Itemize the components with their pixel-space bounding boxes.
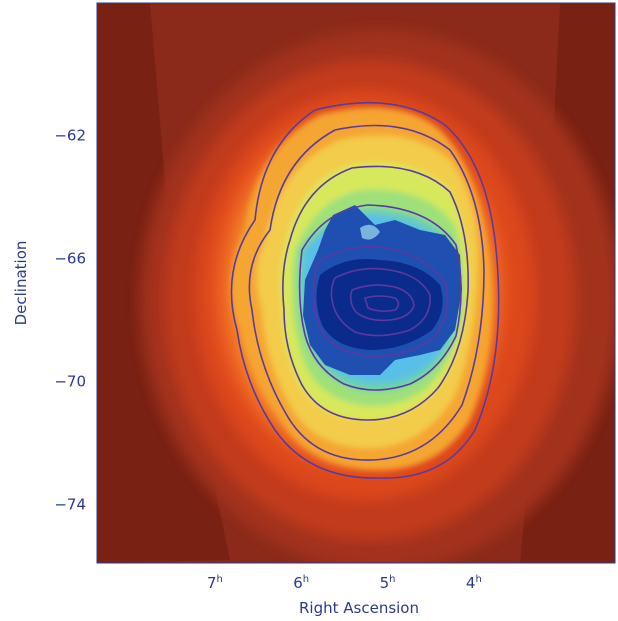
core-void: [360, 224, 380, 240]
x-tick-label: 4h: [466, 574, 482, 592]
x-tick-label: 6h: [293, 574, 309, 592]
y-axis-ticks: −62 −66 −70 −74: [54, 126, 86, 513]
plot-frame: [96, 2, 616, 564]
x-tick-label: 5h: [380, 574, 396, 592]
x-tick-label: 7h: [207, 574, 223, 592]
x-axis-ticks: 7h 6h 5h 4h: [207, 574, 482, 592]
y-tick-label: −74: [54, 496, 86, 514]
x-tick-superscript: h: [303, 574, 309, 585]
x-tick-superscript: h: [475, 574, 481, 585]
contour-lines: [230, 101, 500, 479]
y-tick-label: −70: [54, 372, 86, 390]
x-axis-label: Right Ascension: [299, 599, 419, 617]
heatmap-image: [97, 3, 615, 563]
y-tick-label: −62: [54, 126, 86, 144]
y-axis-label: Declination: [12, 241, 30, 326]
x-tick-superscript: h: [216, 574, 222, 585]
y-tick-label: −66: [54, 249, 86, 267]
x-tick-superscript: h: [389, 574, 395, 585]
